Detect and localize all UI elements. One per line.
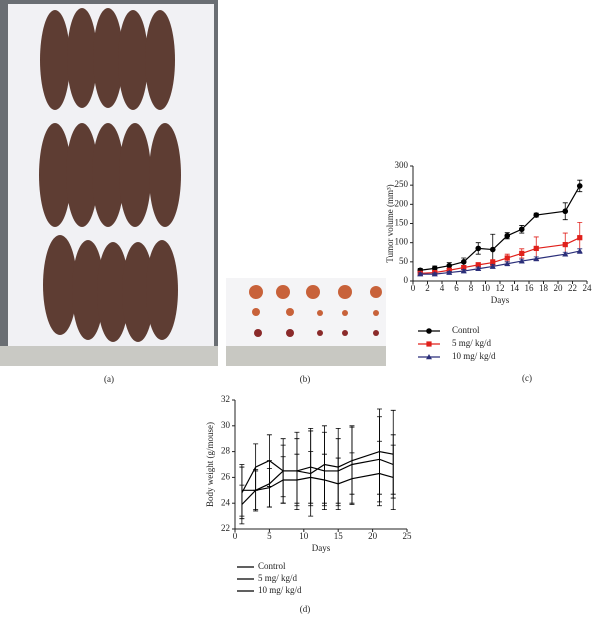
- point: [431, 265, 438, 272]
- error-bar: [239, 464, 245, 517]
- point: [460, 259, 467, 265]
- x-axis-label: Days: [312, 543, 331, 553]
- y-tick-label: 22: [221, 523, 230, 533]
- legend-label: Control: [258, 561, 286, 571]
- legend-label: 5 mg/ kg/d: [452, 338, 492, 348]
- y-tick-label: 100: [395, 237, 409, 247]
- error-bar: [253, 470, 259, 511]
- x-tick-label: 0: [411, 283, 416, 293]
- point: [518, 258, 525, 264]
- point: [446, 262, 453, 269]
- error-bar: [266, 467, 272, 508]
- x-tick-label: 10: [299, 531, 309, 541]
- legend-marker: [426, 328, 432, 334]
- point: [475, 262, 481, 268]
- series-line: [420, 185, 581, 271]
- y-axis-label: Body weight (g/mouse): [205, 422, 215, 507]
- x-tick-label: 0: [233, 531, 238, 541]
- point: [446, 269, 453, 275]
- x-tick-label: 14: [510, 283, 520, 293]
- y-tick-label: 0: [404, 275, 409, 285]
- y-tick-label: 26: [221, 471, 231, 481]
- error-bar: [349, 452, 355, 505]
- x-tick-label: 10: [481, 283, 491, 293]
- error-bar: [308, 451, 314, 504]
- point: [504, 232, 511, 239]
- x-tick-label: 18: [539, 283, 549, 293]
- point: [490, 260, 496, 266]
- series-line: [241, 458, 394, 505]
- error-bar: [321, 453, 327, 507]
- panel-label: (d): [300, 604, 311, 614]
- y-tick-label: 30: [221, 420, 231, 430]
- point: [518, 226, 525, 233]
- point: [417, 271, 424, 277]
- x-tick-label: 5: [267, 531, 272, 541]
- point: [533, 255, 540, 262]
- point: [519, 250, 525, 256]
- legend-label: Control: [452, 325, 480, 335]
- point: [489, 246, 496, 253]
- y-tick-label: 24: [221, 497, 231, 507]
- y-tick-label: 32: [221, 394, 230, 404]
- y-tick-label: 28: [221, 446, 231, 456]
- error-bar: [376, 440, 382, 507]
- y-tick-label: 300: [395, 160, 409, 170]
- point: [533, 245, 539, 252]
- point: [504, 260, 511, 267]
- point: [576, 183, 583, 189]
- point: [577, 235, 583, 241]
- point: [504, 255, 510, 261]
- point: [562, 208, 569, 215]
- y-tick-label: 200: [395, 198, 409, 208]
- legend-marker: [426, 354, 432, 360]
- y-axis-label: Tumor volume (mm³): [385, 184, 395, 262]
- x-tick-label: 8: [469, 283, 474, 293]
- legend-label: 10 mg/ kg/d: [258, 585, 302, 595]
- x-tick-label: 15: [334, 531, 344, 541]
- point: [461, 264, 467, 271]
- point: [576, 248, 583, 254]
- x-tick-label: 12: [496, 283, 505, 293]
- point: [431, 271, 438, 277]
- panel-label: (c): [522, 373, 532, 383]
- x-tick-label: 6: [454, 283, 459, 293]
- photo-mice: [0, 0, 218, 366]
- photo-tumors: [226, 278, 386, 366]
- point: [533, 212, 540, 218]
- x-tick-label: 25: [403, 531, 413, 541]
- error-bar: [335, 457, 341, 511]
- series-line: [241, 472, 394, 491]
- x-tick-label: 2: [425, 283, 430, 293]
- error-bar: [294, 453, 300, 507]
- x-tick-label: 4: [440, 283, 445, 293]
- x-axis-label: Days: [491, 295, 510, 305]
- y-tick-label: 50: [399, 256, 409, 266]
- x-tick-label: 22: [568, 283, 577, 293]
- x-tick-label: 24: [583, 283, 593, 293]
- x-tick-label: 20: [554, 283, 564, 293]
- panel-label: (a): [104, 374, 114, 384]
- point: [460, 268, 467, 274]
- point: [562, 251, 569, 257]
- y-tick-label: 150: [395, 218, 409, 228]
- x-tick-label: 16: [525, 283, 535, 293]
- error-bar: [390, 444, 396, 511]
- legend-label: 5 mg/ kg/d: [258, 573, 298, 583]
- legend-marker: [426, 341, 432, 347]
- point: [475, 265, 482, 272]
- legend-label: 10 mg/ kg/d: [452, 351, 496, 361]
- point: [562, 241, 568, 248]
- panel-label: (b): [300, 374, 311, 384]
- x-tick-label: 20: [368, 531, 378, 541]
- point: [475, 245, 482, 252]
- point: [489, 263, 496, 269]
- y-tick-label: 250: [395, 179, 409, 189]
- error-bar: [280, 456, 286, 504]
